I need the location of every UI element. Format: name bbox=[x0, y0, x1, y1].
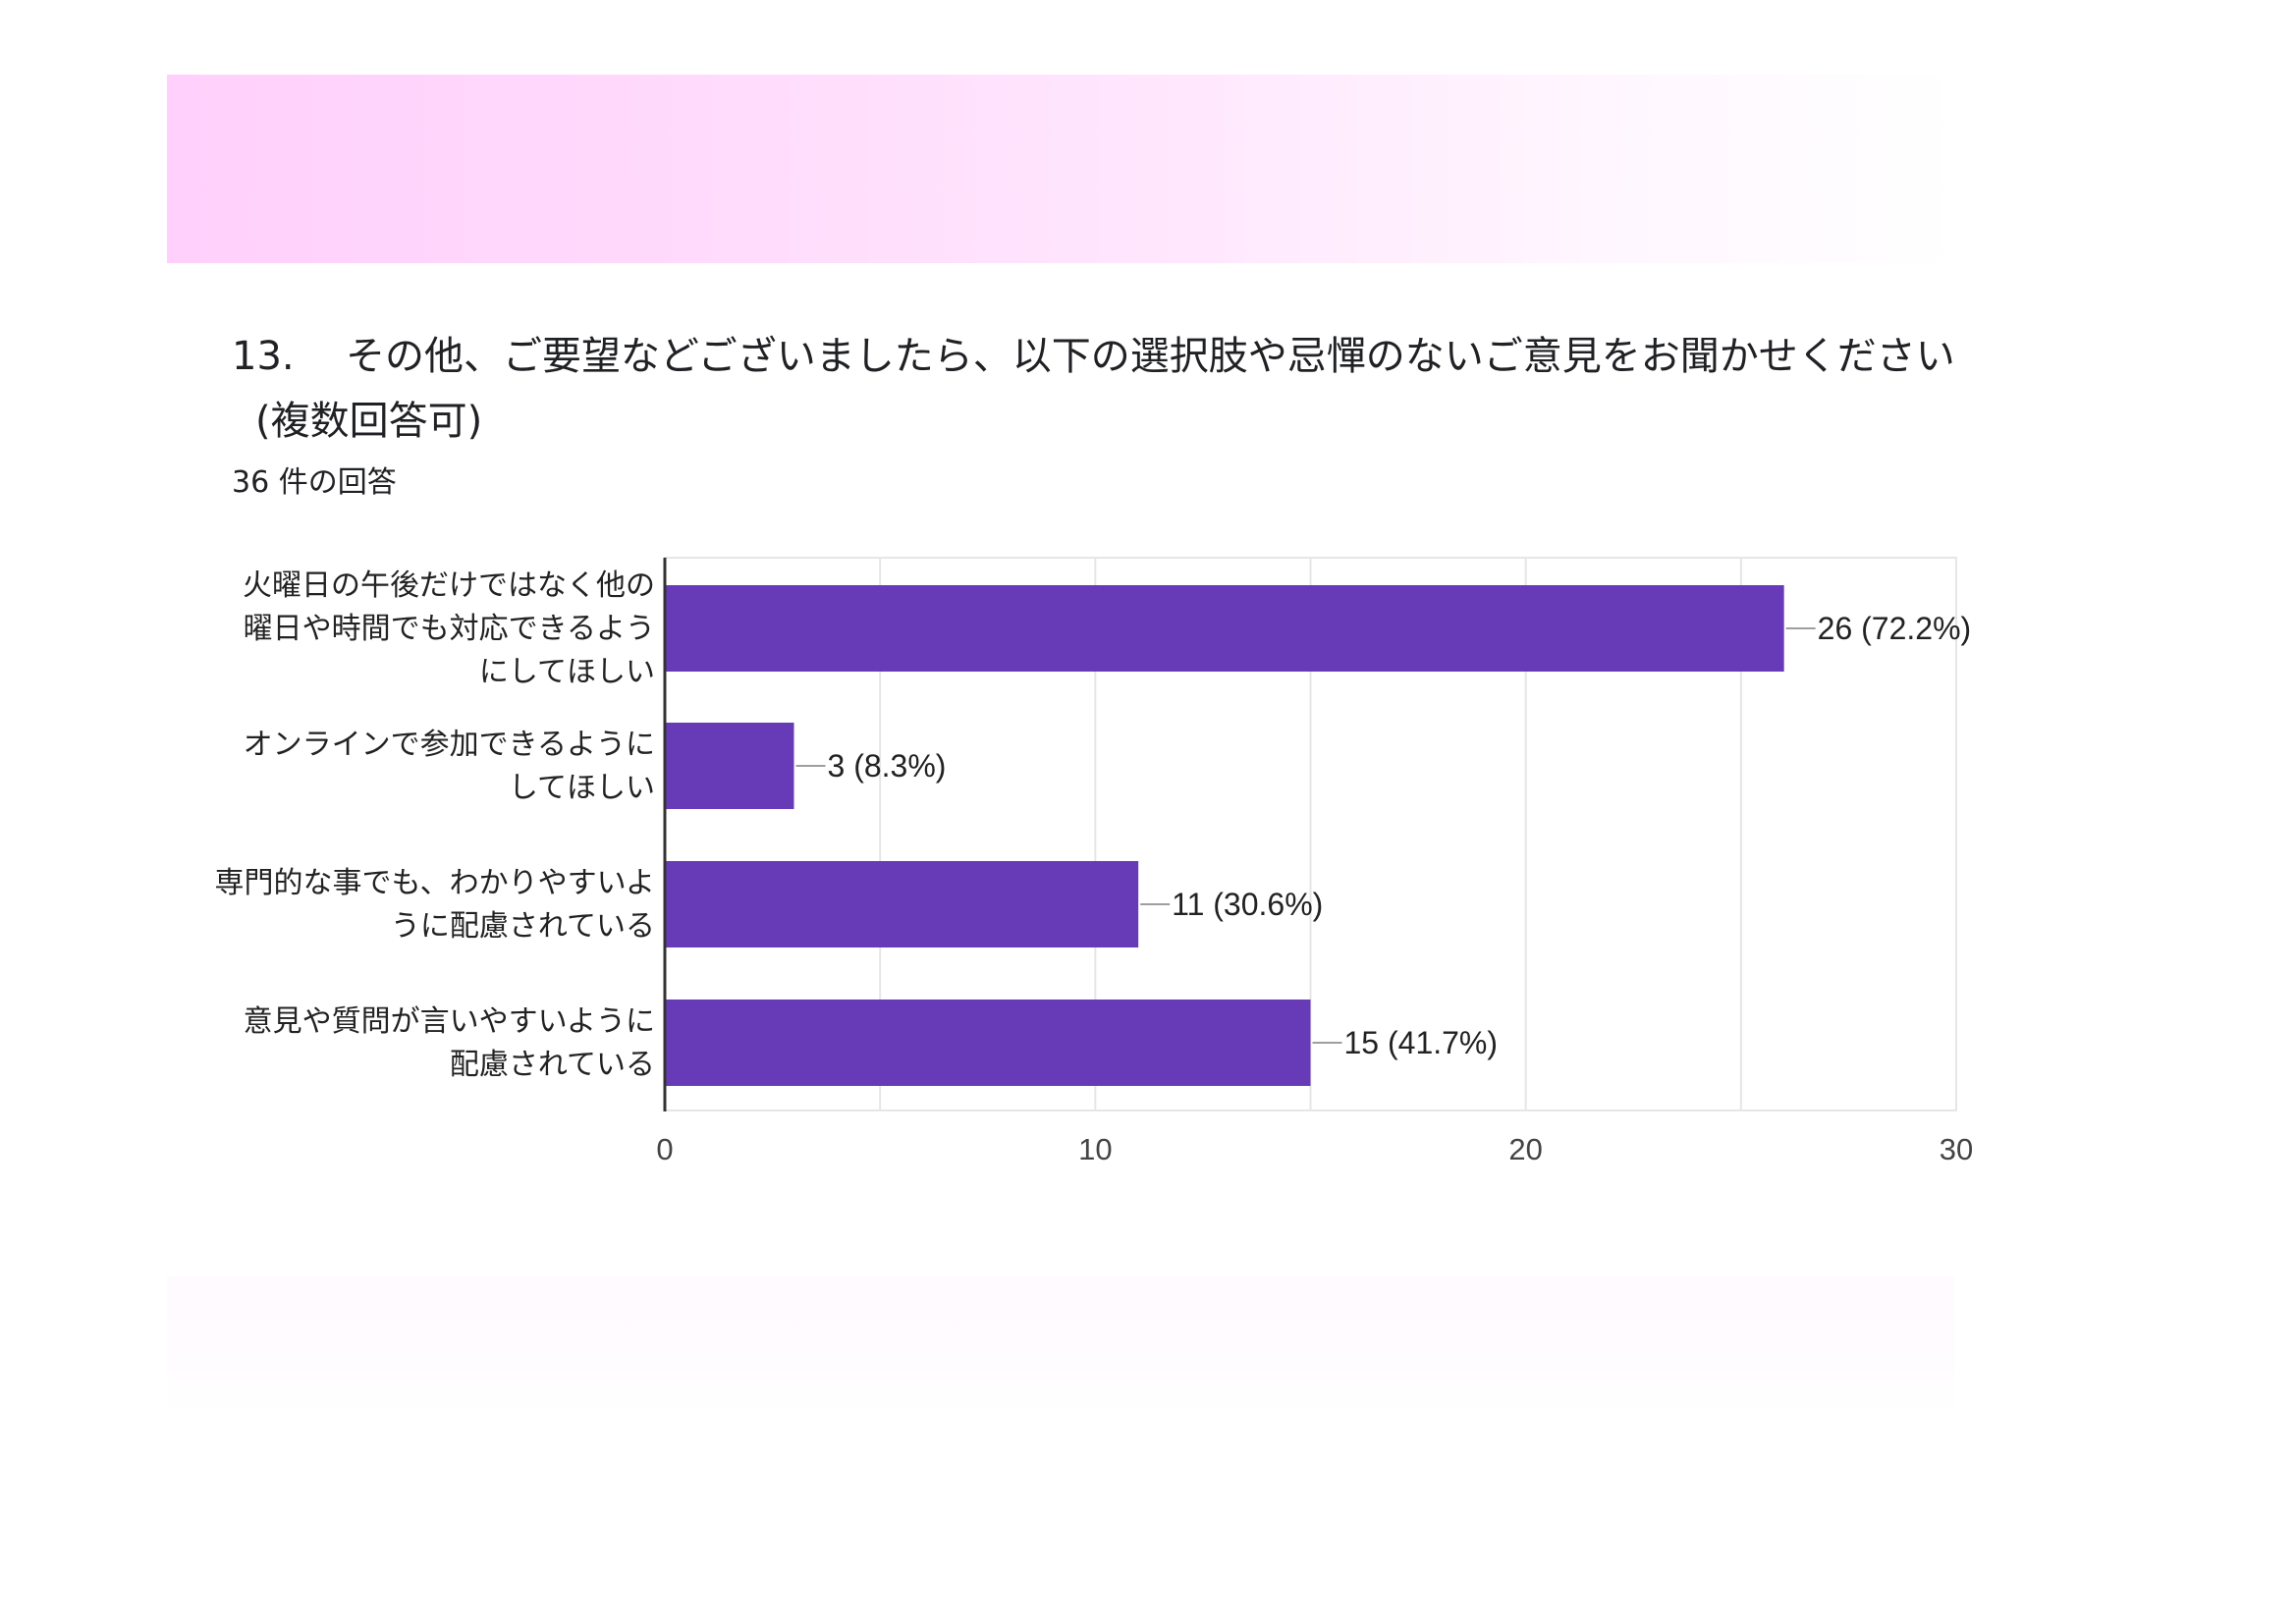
category-label: 火曜日の午後だけではなく他の曜日や時間でも対応できるようにしてほしい bbox=[243, 568, 655, 689]
bar bbox=[665, 585, 1784, 672]
footer-band bbox=[167, 1276, 1954, 1414]
bar bbox=[665, 1000, 1311, 1086]
question-number: 13. bbox=[232, 334, 295, 379]
value-label: 26 (72.2%) bbox=[1818, 611, 1972, 646]
question-text-line1: その他、ご要望などございましたら、以下の選択肢や忌憚のないご意見をお聞かせくださ… bbox=[346, 334, 1955, 379]
category-label: オンラインで参加できるようにしてほしい bbox=[244, 728, 655, 805]
bar bbox=[665, 723, 794, 809]
response-count: 36 件の回答 bbox=[232, 465, 397, 500]
category-label: 専門的な事でも、わかりやすいように配慮されている bbox=[215, 866, 656, 944]
x-tick-label: 20 bbox=[1508, 1132, 1542, 1166]
x-tick-label: 30 bbox=[1940, 1132, 1973, 1166]
question-title: 13. その他、ご要望などございましたら、以下の選択肢や忌憚のないご意見をお聞かせ… bbox=[232, 324, 2098, 454]
category-label: 意見や質問が言いやすいように配慮されている bbox=[244, 1004, 655, 1082]
value-label: 3 (8.3%) bbox=[828, 748, 947, 784]
bar bbox=[665, 861, 1139, 947]
header-band bbox=[167, 75, 1954, 263]
x-tick-label: 10 bbox=[1078, 1132, 1112, 1166]
x-tick-label: 0 bbox=[656, 1132, 673, 1166]
question-text-line2: (複数回答可) bbox=[255, 399, 483, 444]
value-label: 15 (41.7%) bbox=[1344, 1025, 1499, 1060]
value-label: 11 (30.6%) bbox=[1172, 887, 1323, 922]
